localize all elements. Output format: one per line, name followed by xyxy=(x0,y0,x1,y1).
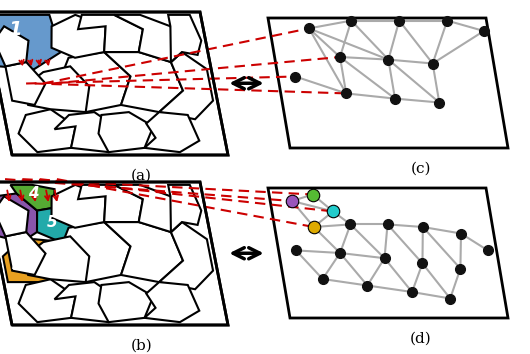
Text: 3: 3 xyxy=(3,210,14,225)
Polygon shape xyxy=(5,232,46,275)
Polygon shape xyxy=(0,196,29,236)
Polygon shape xyxy=(168,185,201,232)
Polygon shape xyxy=(5,62,46,105)
Polygon shape xyxy=(19,279,75,322)
Polygon shape xyxy=(3,239,65,282)
Polygon shape xyxy=(55,112,119,152)
Polygon shape xyxy=(0,15,61,69)
Text: 2: 2 xyxy=(12,257,23,273)
Polygon shape xyxy=(51,15,105,58)
Polygon shape xyxy=(159,222,213,289)
Polygon shape xyxy=(24,236,89,282)
Polygon shape xyxy=(168,15,201,62)
Polygon shape xyxy=(99,282,153,322)
Text: 4: 4 xyxy=(29,186,39,201)
Polygon shape xyxy=(114,185,182,232)
Polygon shape xyxy=(145,282,199,322)
Text: 1: 1 xyxy=(8,20,22,39)
Polygon shape xyxy=(37,208,76,242)
Polygon shape xyxy=(145,112,199,152)
Polygon shape xyxy=(19,109,75,152)
Polygon shape xyxy=(78,15,143,52)
Polygon shape xyxy=(0,193,37,242)
Polygon shape xyxy=(268,18,508,148)
Text: (d): (d) xyxy=(410,332,431,346)
Polygon shape xyxy=(0,182,228,325)
Polygon shape xyxy=(268,188,508,318)
Polygon shape xyxy=(78,185,143,222)
Polygon shape xyxy=(104,222,183,282)
Polygon shape xyxy=(58,52,130,112)
Polygon shape xyxy=(99,112,153,152)
Polygon shape xyxy=(55,282,119,322)
Polygon shape xyxy=(11,185,55,211)
Polygon shape xyxy=(24,66,89,112)
Text: 5: 5 xyxy=(47,215,58,229)
Polygon shape xyxy=(114,15,182,62)
Polygon shape xyxy=(51,185,105,228)
Polygon shape xyxy=(104,52,183,112)
Text: (c): (c) xyxy=(411,162,431,176)
Text: (b): (b) xyxy=(131,339,153,353)
Polygon shape xyxy=(159,52,213,119)
Text: (a): (a) xyxy=(131,169,152,183)
Polygon shape xyxy=(0,26,29,66)
Polygon shape xyxy=(58,222,130,282)
Polygon shape xyxy=(0,12,228,155)
